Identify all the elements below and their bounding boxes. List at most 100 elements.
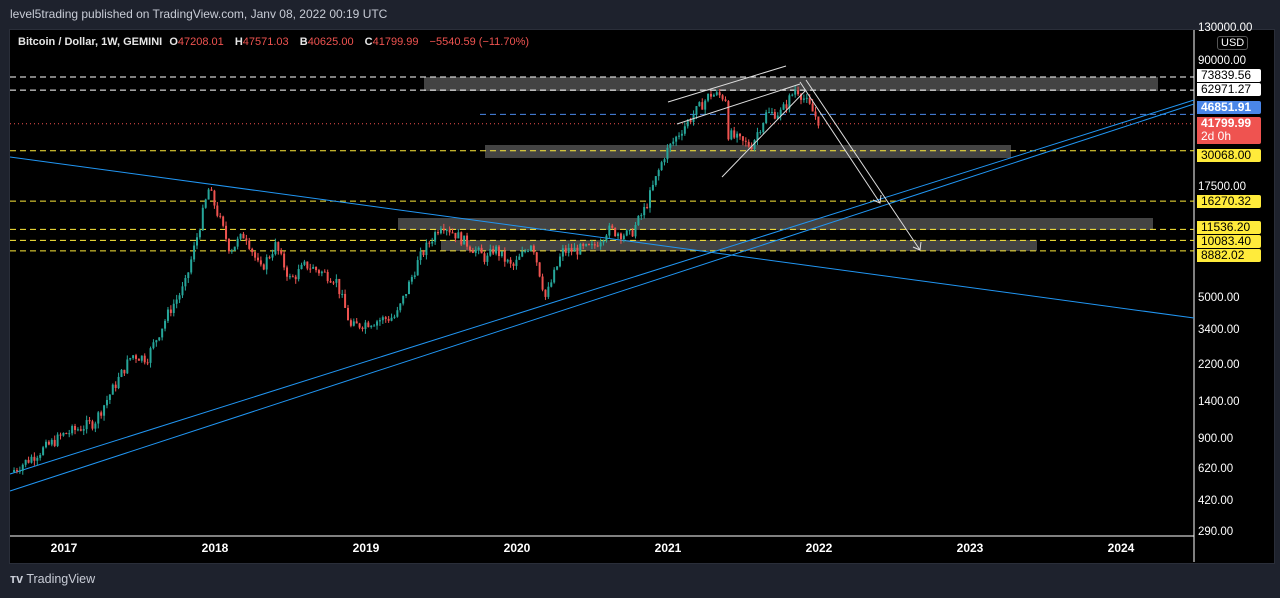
candle-body [65, 432, 68, 434]
candle-body [805, 97, 808, 99]
candle-body [18, 470, 21, 472]
candle-body [463, 235, 466, 245]
currency-badge[interactable]: USD [1217, 36, 1249, 50]
candle-body [367, 322, 370, 328]
price-tick: 420.00 [1198, 495, 1234, 508]
candle-body [15, 470, 18, 472]
candle-body [315, 266, 318, 271]
candle-body [36, 457, 39, 461]
candle-body [683, 126, 686, 134]
symbol-title[interactable]: Bitcoin / Dollar, 1W, GEMINI [18, 36, 163, 48]
candle-body [62, 432, 65, 436]
candle-body [262, 264, 265, 270]
support-resistance-zone [485, 145, 1011, 158]
price-tick: 900.00 [1198, 432, 1234, 445]
candle-body [91, 421, 94, 429]
price-tick: 1400.00 [1198, 396, 1240, 409]
candle-body [265, 257, 268, 270]
candle-body [390, 317, 393, 321]
candle-body [483, 253, 486, 262]
price-level-tag: 16270.32 [1197, 195, 1261, 208]
candle-body [248, 240, 251, 249]
candle-body [596, 245, 599, 247]
price-level-tag: 46851.91 [1197, 101, 1261, 114]
candle-body [111, 384, 114, 395]
candle-body [428, 242, 431, 244]
candle-body [329, 281, 332, 283]
candle-body [518, 256, 521, 260]
candle-body [169, 309, 172, 313]
candle-body [814, 111, 817, 117]
candle-body [274, 242, 277, 255]
projection-arrow [805, 79, 921, 251]
ascending-trendline-lower [9, 103, 1195, 492]
candle-body [599, 242, 602, 247]
change-value: −5540.59 (−11.70%) [429, 36, 530, 48]
candle-body [614, 227, 617, 237]
candle-body [254, 252, 257, 258]
open-value: 47208.01 [177, 36, 224, 48]
candle-body [355, 321, 358, 324]
candle-body [770, 111, 773, 113]
candle-body [492, 248, 495, 254]
candle-body [166, 309, 169, 321]
candle-body [451, 232, 454, 234]
candle-body [747, 141, 750, 147]
candle-body [660, 162, 663, 171]
candle-body [56, 434, 59, 446]
time-tick: 2021 [654, 541, 682, 555]
candle-body [140, 355, 143, 361]
price-tick: 3400.00 [1198, 323, 1240, 336]
candle-body [753, 140, 756, 150]
candle-body [808, 97, 811, 104]
candle-body [341, 293, 344, 295]
candle-body [193, 245, 196, 260]
ascending-trendline-upper [9, 99, 1195, 475]
candle-body [413, 275, 416, 277]
candle-body [672, 141, 675, 144]
channel-line [676, 83, 801, 125]
candle-body [283, 253, 286, 268]
candle-body [277, 242, 280, 252]
candle-body [378, 320, 381, 322]
candle-body [344, 293, 347, 308]
candle-body [689, 120, 692, 122]
candle-body [558, 256, 561, 267]
candle-body [553, 269, 556, 283]
candle-body [602, 240, 605, 243]
candle-body [50, 439, 53, 445]
candle-body [126, 359, 129, 374]
candle-body [471, 250, 474, 253]
candle-body [741, 136, 744, 141]
candle-body [42, 447, 45, 455]
candle-body [541, 276, 544, 290]
price-level-tag: 73839.56 [1197, 69, 1261, 82]
tradingview-logo[interactable]: ᴛᴠ TradingView [10, 572, 95, 586]
candle-body [567, 247, 570, 253]
candle-body [338, 278, 341, 295]
time-tick: 2017 [50, 541, 78, 555]
candle-body [657, 170, 660, 177]
candle-body [227, 238, 230, 252]
candle-body [782, 104, 785, 110]
channel-line [667, 65, 787, 103]
candle-body [701, 102, 704, 110]
candle-body [309, 268, 312, 270]
candle-body [335, 278, 338, 283]
candle-body [561, 248, 564, 257]
time-tick: 2022 [805, 541, 833, 555]
candle-body [213, 190, 216, 206]
candle-body [349, 320, 352, 326]
candle-body [466, 235, 469, 247]
candle-body [291, 276, 294, 278]
candle-body [799, 94, 802, 100]
candle-body [544, 289, 547, 297]
candle-body [634, 225, 637, 237]
time-tick: 2023 [956, 541, 984, 555]
candle-body [477, 247, 480, 250]
chart-panel[interactable] [9, 29, 1275, 564]
candle-body [442, 228, 445, 231]
candle-body [573, 247, 576, 252]
price-level-tag: 8882.02 [1197, 249, 1261, 262]
